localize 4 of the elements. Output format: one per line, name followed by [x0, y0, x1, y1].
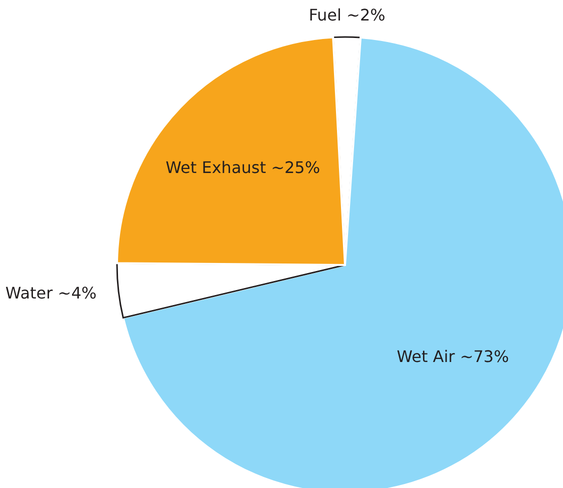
- slice-label: Water ~4%: [5, 284, 97, 303]
- slice-label: Wet Exhaust ~25%: [166, 158, 320, 177]
- slice-label: Fuel ~2%: [308, 6, 386, 25]
- slice-label: Wet Air ~73%: [396, 346, 509, 366]
